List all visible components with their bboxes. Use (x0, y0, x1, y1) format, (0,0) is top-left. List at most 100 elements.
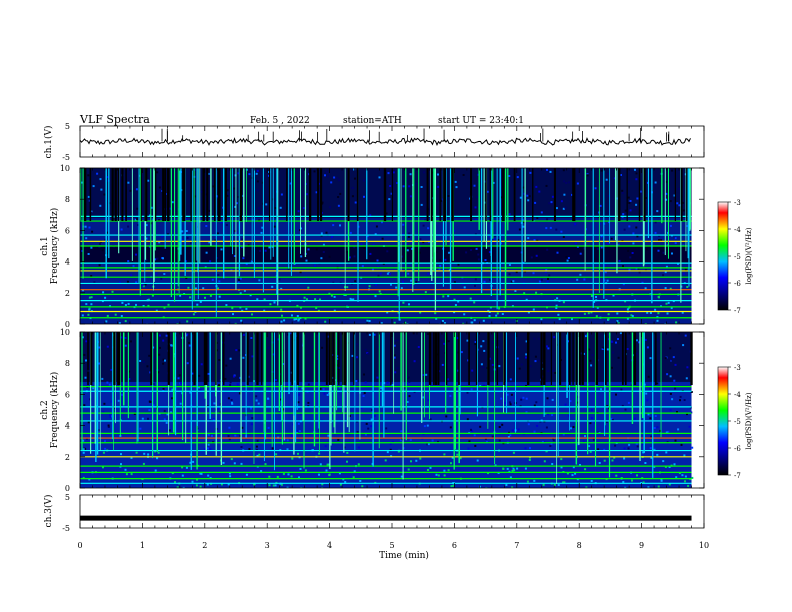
spec-cell (200, 363, 203, 366)
spec-cell (682, 344, 685, 347)
spec-cell (679, 395, 682, 398)
spec-cell (229, 357, 232, 360)
spec-cell (216, 349, 218, 352)
spec-cell (450, 485, 453, 488)
spec-cell (370, 418, 373, 421)
spec-cell (691, 446, 694, 449)
spec-cell (590, 409, 593, 411)
spec-cell (127, 225, 130, 228)
spec-cell (669, 224, 672, 227)
spec-cell (444, 258, 447, 261)
spec-cell (148, 354, 151, 357)
spec-cell (239, 376, 242, 379)
spec-cell (228, 472, 231, 475)
ch1-spec-ylabel-channel: ch.1 (40, 236, 50, 255)
spec-cell (465, 251, 468, 254)
spec-cell (323, 392, 326, 395)
spec-cell (110, 400, 113, 403)
spec-cell (518, 228, 521, 231)
spec-cell (240, 319, 243, 322)
spec-cell (261, 226, 264, 229)
spec-cell (627, 249, 630, 252)
spec-cell (307, 405, 310, 408)
spec-cell (691, 476, 694, 479)
spec-cell (380, 322, 383, 324)
spec-cell (443, 453, 446, 456)
spec-cell (169, 207, 172, 210)
spec-cell (503, 272, 506, 275)
spec-cell (241, 426, 244, 429)
spec-cell (628, 268, 631, 271)
spec-cell (333, 295, 336, 298)
spec-cell (564, 206, 567, 209)
spec-cell (477, 258, 480, 261)
spec-cell (207, 443, 210, 446)
spec-cell (538, 280, 541, 283)
spec-cell (124, 320, 127, 323)
spec-cell (355, 380, 358, 382)
spec-cell (632, 242, 635, 245)
x-tick-label: 2 (202, 541, 207, 550)
spec-cell (206, 405, 209, 407)
spec-cell (420, 186, 423, 188)
spec-cell (225, 224, 228, 226)
spec-cell (88, 365, 91, 368)
spec-cell (102, 466, 104, 469)
spec-cell (586, 174, 589, 177)
spec-cell (107, 424, 110, 427)
spec-cell (111, 290, 114, 293)
spec-cell (677, 187, 680, 190)
spec-cell (585, 334, 588, 337)
spec-cell (527, 192, 530, 195)
spec-cell (129, 340, 132, 343)
spec-cell (603, 184, 606, 187)
spec-cell (392, 213, 395, 216)
spec-cell (419, 238, 422, 241)
spec-cell (207, 372, 210, 375)
spec-cell (549, 170, 552, 173)
spec-cell (447, 469, 450, 472)
spec-cell (192, 460, 195, 463)
spec-cell (542, 483, 545, 486)
spec-cell (560, 466, 563, 469)
spec-cell (389, 273, 391, 275)
spec-cell (82, 380, 85, 382)
spec-cell (635, 339, 638, 342)
spec-cell (240, 462, 243, 465)
spec-cell (333, 309, 336, 312)
spec-cell (533, 404, 536, 407)
spec-cell (318, 188, 321, 191)
spec-cell (275, 453, 278, 456)
spec-cell (635, 172, 638, 175)
spec-cell (496, 312, 499, 315)
spec-cell (453, 298, 456, 301)
spec-cell (134, 218, 137, 221)
spec-cell (671, 169, 674, 172)
spec-cell (420, 203, 423, 206)
spec-cell (296, 304, 299, 307)
spec-cell (470, 388, 473, 391)
spec-cell (455, 186, 458, 189)
spec-cell (452, 484, 455, 487)
spec-cell (85, 237, 88, 240)
spec-cell (654, 415, 657, 417)
spec-cell (339, 483, 342, 486)
spec-cell (642, 451, 645, 454)
spec-cell (676, 411, 678, 413)
spec-cell (386, 272, 389, 275)
spec-cell (638, 271, 641, 274)
spec-cell (395, 286, 398, 289)
spec-cell (185, 334, 188, 337)
spec-cell (516, 357, 519, 360)
spec-cell (139, 360, 142, 362)
spec-cell (512, 467, 515, 470)
spec-cell (198, 374, 201, 377)
spec-cell (218, 384, 220, 387)
spec-cell (147, 453, 150, 456)
spec-cell (324, 320, 327, 323)
spec-cell (154, 469, 157, 472)
spec-cell (623, 447, 626, 450)
spec-cell (353, 255, 356, 258)
spec-cell (153, 439, 156, 442)
spec-cell (545, 184, 548, 187)
